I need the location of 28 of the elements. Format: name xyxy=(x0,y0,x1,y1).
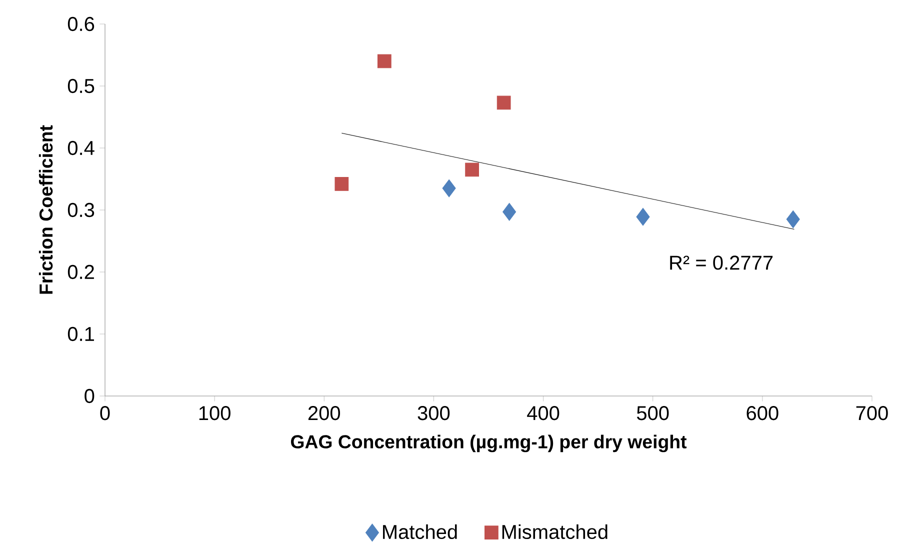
y-tick-label: 0 xyxy=(84,388,94,404)
y-tick-label: 0.5 xyxy=(68,78,94,94)
point xyxy=(496,96,511,110)
x-axis-title: GAG Concentration (µg.mg-1) per dry weight xyxy=(290,434,687,452)
x-tick-label: 700 xyxy=(856,406,888,420)
legend-label: Mismatched xyxy=(502,524,608,540)
x-tick-label: 500 xyxy=(636,406,669,420)
x-tick-label: 100 xyxy=(199,406,230,420)
x-tick-label: 600 xyxy=(746,406,778,420)
x-tick-label: 0 xyxy=(100,406,110,420)
y-tick-label: 0.3 xyxy=(68,202,94,218)
point xyxy=(502,202,516,221)
point xyxy=(377,54,392,68)
x-tick-label: 400 xyxy=(527,406,560,420)
point xyxy=(636,208,650,226)
x-tick-label: 200 xyxy=(308,406,340,420)
annotation: R² = 0.2777 xyxy=(670,256,773,270)
y-tick-label: 0.4 xyxy=(68,140,94,156)
y-axis-title: Friction Coefficient xyxy=(38,125,53,294)
legend-label: Matched xyxy=(383,524,457,540)
y-tick-label: 0.1 xyxy=(68,326,94,342)
point xyxy=(786,210,800,228)
point xyxy=(442,179,456,198)
point xyxy=(465,162,479,177)
y-tick-label: 0.6 xyxy=(68,16,94,32)
y-tick-label: 0.2 xyxy=(68,264,94,280)
point xyxy=(334,177,349,191)
x-tick-label: 300 xyxy=(418,406,450,420)
